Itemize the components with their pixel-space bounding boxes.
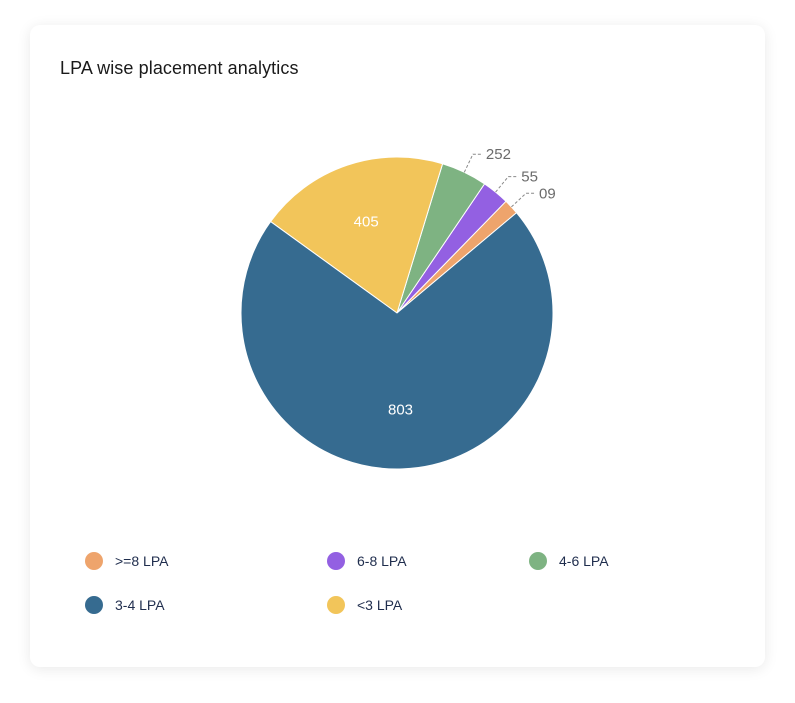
legend-label: 3-4 LPA — [115, 597, 165, 613]
legend-dot-icon — [327, 552, 345, 570]
legend-label: 4-6 LPA — [559, 553, 609, 569]
legend-dot-icon — [85, 552, 103, 570]
analytics-card: LPA wise placement analytics 09 55 252 405 8… — [30, 25, 765, 667]
legend-label: <3 LPA — [357, 597, 403, 613]
slice-label-lt-3-lpa: 405 — [354, 213, 379, 230]
slice-leader-line-4-6-lpa — [463, 153, 483, 173]
slice-leader-line-6-8-lpa — [495, 176, 519, 193]
pie-slice-3-4-lpa[interactable] — [240, 212, 554, 470]
pie-slice-lt-3-lpa[interactable] — [269, 156, 444, 314]
card-title: LPA wise placement analytics — [60, 58, 299, 78]
legend-item-3-4-lpa[interactable]: 3-4 LPA — [85, 596, 165, 614]
slice-label-4-6-lpa: 252 — [486, 146, 511, 163]
slice-label-3-4-lpa: 803 — [388, 402, 413, 419]
slice-leader-line-gte-8-lpa — [511, 192, 536, 208]
legend-label: >=8 LPA — [115, 553, 169, 569]
legend-item-8-plus-lpa[interactable]: >=8 LPA — [85, 552, 168, 570]
legend-label: 6-8 LPA — [357, 553, 407, 569]
slice-label-gte-8-lpa: 09 — [539, 185, 556, 202]
legend-dot-icon — [85, 596, 103, 614]
legend-item-4-6-lpa[interactable]: 4-6 LPA — [529, 552, 609, 570]
legend-item-6-8-lpa[interactable]: 6-8 LPA — [327, 552, 407, 570]
legend-item-under-3-lpa[interactable]: <3 LPA — [327, 596, 402, 614]
slice-label-6-8-lpa: 55 — [521, 169, 538, 186]
legend-dot-icon — [327, 596, 345, 614]
legend-dot-icon — [529, 552, 547, 570]
